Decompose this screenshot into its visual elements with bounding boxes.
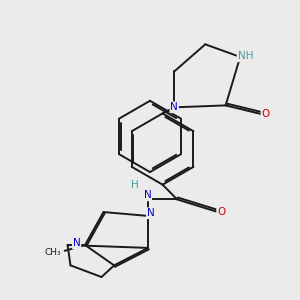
Text: N: N (143, 190, 151, 200)
Text: N: N (73, 238, 80, 248)
Text: O: O (261, 109, 270, 119)
Text: O: O (217, 207, 225, 217)
Text: H: H (131, 180, 139, 190)
Text: CH₃: CH₃ (44, 248, 61, 257)
Text: N: N (147, 208, 155, 218)
Text: NH: NH (238, 51, 253, 61)
Text: N: N (170, 102, 178, 112)
